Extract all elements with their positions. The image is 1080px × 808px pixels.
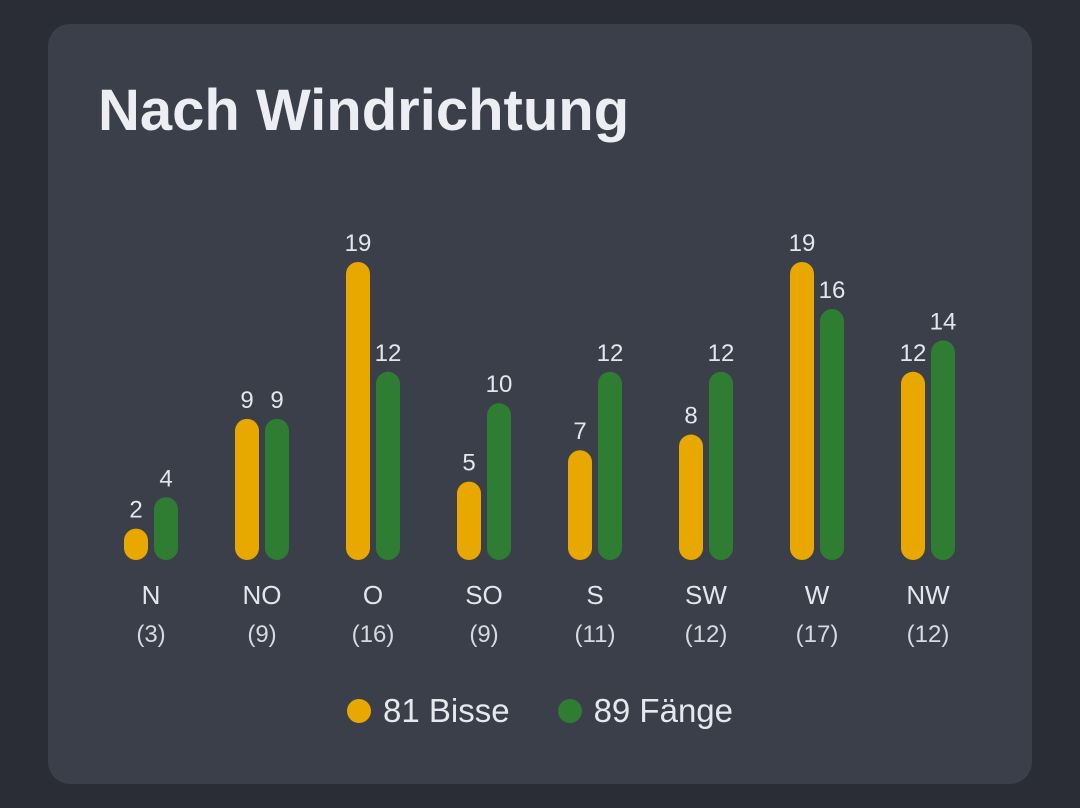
value-label-bisse-s: 7 bbox=[573, 418, 586, 445]
category-count-nw: (12) bbox=[907, 621, 950, 648]
faenge-dot-icon bbox=[557, 699, 582, 723]
bisse-dot-icon bbox=[346, 699, 371, 723]
chart-legend: 81 Bisse 89 Fänge bbox=[48, 692, 1032, 730]
wind-direction-bar-chart: 24 N (3) 9 9 NO (9) 19 12 O (16) 5 10 SO (9) 7 12 S (11) 8 1… bbox=[124, 230, 957, 648]
legend-item-bisse[interactable]: 81 Bisse bbox=[346, 692, 510, 730]
category-label-s: S bbox=[586, 580, 603, 610]
category-label-so: SO bbox=[465, 580, 503, 610]
legend-label-faenge: 89 Fänge bbox=[593, 692, 734, 729]
category-count-n: (3) bbox=[136, 621, 165, 648]
category-label-o: O bbox=[363, 580, 383, 610]
value-label-faenge-w: 16 bbox=[819, 277, 846, 304]
card-title: Nach Windrichtung bbox=[98, 78, 630, 143]
category-label-sw: SW bbox=[685, 580, 727, 610]
value-label-bisse-so: 5 bbox=[462, 450, 475, 477]
value-label-faenge-nw: 14 bbox=[930, 308, 957, 335]
bar-faenge-s[interactable] bbox=[598, 371, 622, 560]
value-label-faenge-s: 12 bbox=[597, 340, 624, 367]
value-label-faenge-o: 12 bbox=[375, 340, 402, 367]
category-count-no: (9) bbox=[247, 621, 276, 648]
category-label-nw: NW bbox=[906, 580, 950, 610]
value-label-faenge-sw: 12 bbox=[708, 340, 735, 367]
category-count-sw: (12) bbox=[685, 621, 728, 648]
bar-bisse-w[interactable] bbox=[790, 262, 814, 560]
wind-direction-card: Nach Windrichtung 2 4 N (3) 9 9 NO (9) 19 12 O (16)… bbox=[48, 24, 1032, 784]
bar-bisse-nw[interactable] bbox=[901, 371, 925, 560]
bar-faenge-n[interactable] bbox=[154, 497, 178, 560]
category-label-w: W bbox=[805, 580, 830, 610]
bar-faenge-so[interactable] bbox=[487, 403, 511, 560]
bar-bisse-no[interactable] bbox=[235, 418, 259, 560]
value-label-bisse-nw: 12 bbox=[900, 340, 927, 367]
category-label-no: NO bbox=[243, 580, 282, 610]
bar-bisse-n[interactable] bbox=[124, 528, 148, 560]
value-label-bisse-o: 19 bbox=[345, 230, 372, 257]
value-label-faenge-n: 4 bbox=[159, 465, 172, 492]
value-label-bisse-no: 9 bbox=[240, 387, 253, 414]
bar-bisse-sw[interactable] bbox=[679, 434, 703, 560]
value-label-bisse-sw: 8 bbox=[684, 403, 697, 430]
bar-faenge-no[interactable] bbox=[265, 418, 289, 560]
bar-bisse-so[interactable] bbox=[457, 481, 481, 560]
legend-item-faenge[interactable]: 89 Fänge bbox=[557, 692, 734, 730]
value-label-faenge-no: 9 bbox=[270, 387, 283, 414]
value-label-bisse-n: 2 bbox=[129, 497, 142, 524]
bar-faenge-w[interactable] bbox=[820, 309, 844, 560]
value-label-bisse-w: 19 bbox=[789, 230, 816, 257]
bar-faenge-o[interactable] bbox=[376, 371, 400, 560]
category-count-w: (17) bbox=[796, 621, 839, 648]
category-count-so: (9) bbox=[469, 621, 498, 648]
category-label-n: N bbox=[142, 580, 161, 610]
bar-faenge-sw[interactable] bbox=[709, 371, 733, 560]
bar-bisse-o[interactable] bbox=[346, 262, 370, 560]
bar-bisse-s[interactable] bbox=[568, 450, 592, 560]
value-label-faenge-so: 10 bbox=[486, 371, 513, 398]
category-count-o: (16) bbox=[352, 621, 395, 648]
category-count-s: (11) bbox=[575, 621, 616, 648]
bar-faenge-nw[interactable] bbox=[931, 340, 955, 560]
legend-label-bisse: 81 Bisse bbox=[382, 692, 510, 729]
